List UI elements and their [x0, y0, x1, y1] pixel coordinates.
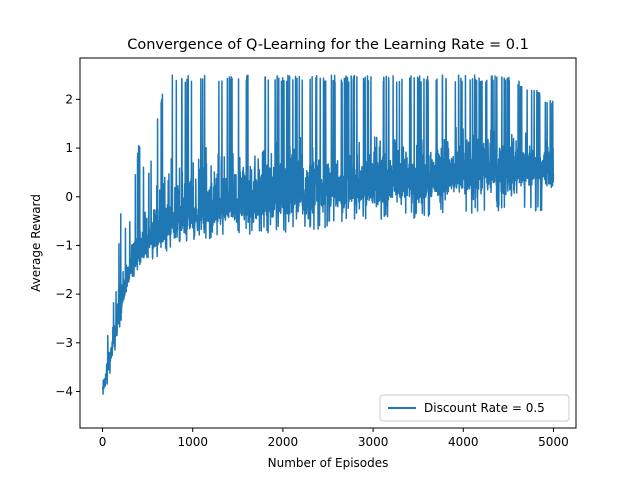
legend-label: Discount Rate = 0.5 — [424, 401, 545, 415]
plot-frame — [79, 57, 577, 429]
x-tick-label: 4000 — [448, 435, 479, 449]
x-tick-label: 0 — [99, 435, 107, 449]
series-layer — [101, 74, 555, 395]
y-tick-label: −3 — [55, 336, 73, 350]
x-axis-label: Number of Episodes — [268, 456, 389, 470]
x-axis: 0 1000 2000 3000 4000 5000 — [99, 428, 569, 449]
x-tick-label: 2000 — [268, 435, 299, 449]
y-tick-label: −1 — [55, 238, 73, 252]
y-tick-label: 1 — [65, 141, 73, 155]
x-tick-label: 3000 — [358, 435, 389, 449]
y-axis-label: Average Reward — [29, 194, 43, 292]
y-tick-label: −4 — [55, 384, 73, 398]
chart-title: Convergence of Q-Learning for the Learni… — [127, 37, 529, 53]
y-tick-label: 2 — [65, 92, 73, 106]
x-tick-label: 1000 — [177, 435, 208, 449]
x-tick-label: 5000 — [538, 435, 569, 449]
series-line — [101, 74, 555, 395]
legend-frame — [379, 394, 570, 422]
y-tick-label: 0 — [65, 190, 73, 204]
y-tick-label: −2 — [55, 287, 73, 301]
y-axis: −4 −3 −2 −1 0 1 2 — [55, 92, 80, 398]
legend: Discount Rate = 0.5 — [379, 394, 570, 422]
